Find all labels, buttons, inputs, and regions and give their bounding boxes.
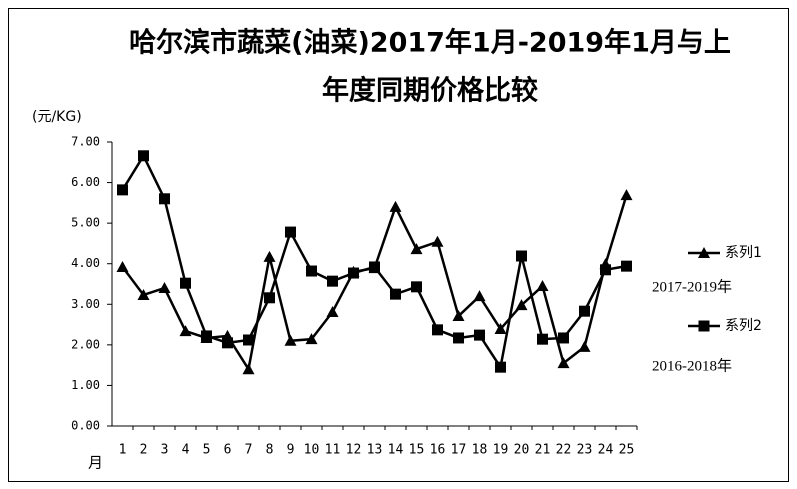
x-tick-label: 25 [619,443,635,458]
marker [369,261,380,273]
marker [431,235,444,247]
marker [621,260,632,272]
marker [305,333,318,345]
x-tick-label: 17 [451,443,467,458]
marker [201,330,212,342]
marker [579,305,590,317]
series-annotation: 2016-2018年 [652,357,732,374]
legend-label: 系列1 [725,245,762,261]
y-tick-label: 1.00 [71,378,100,392]
x-tick-label: 1 [119,443,127,458]
x-tick-label: 3 [161,443,169,458]
marker [432,324,443,336]
marker [138,150,149,162]
marker [348,267,359,279]
x-tick-label: 15 [409,443,425,458]
y-unit: (元/KG) [32,109,82,125]
marker [117,184,128,196]
marker [390,288,401,300]
marker [495,361,506,373]
legend-marker [698,247,710,258]
x-tick-label: 19 [493,443,509,458]
x-tick-label: 6 [224,443,232,458]
marker [242,363,255,375]
marker [179,325,192,337]
marker [137,288,150,300]
chart-title: 年度同期价格比较 [322,75,538,107]
x-tick-label: 20 [514,443,530,458]
series-annotation: 2017-2019年 [652,278,732,295]
marker [515,299,528,311]
x-tick-label: 2 [140,443,148,458]
y-tick-label: 4.00 [71,256,100,270]
marker [453,332,464,344]
marker [263,250,276,262]
x-tick-label: 5 [203,443,211,458]
y-tick-label: 7.00 [71,135,100,149]
marker [557,357,570,369]
y-tick-label: 3.00 [71,297,100,311]
marker [620,189,633,201]
marker [159,193,170,205]
marker [474,329,485,341]
marker [264,292,275,304]
x-axis-label: 月 [88,454,103,472]
marker [537,333,548,345]
legend-marker [698,320,710,332]
x-tick-label: 9 [287,443,295,458]
x-tick-label: 23 [577,443,593,458]
marker [452,310,465,322]
x-tick-label: 21 [535,443,551,458]
x-tick-label: 11 [325,443,341,458]
marker [158,282,171,294]
marker [180,277,191,289]
frame [8,8,789,482]
x-tick-label: 22 [556,443,572,458]
y-tick-label: 5.00 [71,216,100,230]
marker [116,260,129,272]
marker [494,323,507,335]
marker [326,305,339,317]
legend-label: 系列2 [725,318,762,334]
marker [536,280,549,292]
y-tick-label: 0.00 [71,419,100,433]
marker [306,265,317,277]
marker [285,226,296,238]
marker [516,250,527,262]
y-tick-label: 2.00 [71,337,100,351]
marker [558,332,569,344]
marker [600,264,611,276]
x-tick-label: 4 [182,443,190,458]
x-tick-label: 7 [245,443,253,458]
marker [243,334,254,346]
marker [284,334,297,346]
y-tick-label: 6.00 [71,175,100,189]
x-tick-label: 16 [430,443,446,458]
x-tick-label: 10 [304,443,320,458]
marker [410,243,423,255]
x-tick-label: 13 [367,443,383,458]
marker [222,337,233,349]
chart-title: 哈尔滨市蔬菜(油菜)2017年1月-2019年1月与上 [129,27,731,59]
x-tick-label: 12 [346,443,362,458]
x-tick-label: 18 [472,443,488,458]
x-tick-label: 24 [598,443,614,458]
marker [389,200,402,212]
x-tick-label: 8 [266,443,274,458]
marker [411,281,422,293]
marker [327,275,338,287]
marker [578,340,591,352]
x-tick-label: 14 [388,443,404,458]
marker [473,290,486,302]
